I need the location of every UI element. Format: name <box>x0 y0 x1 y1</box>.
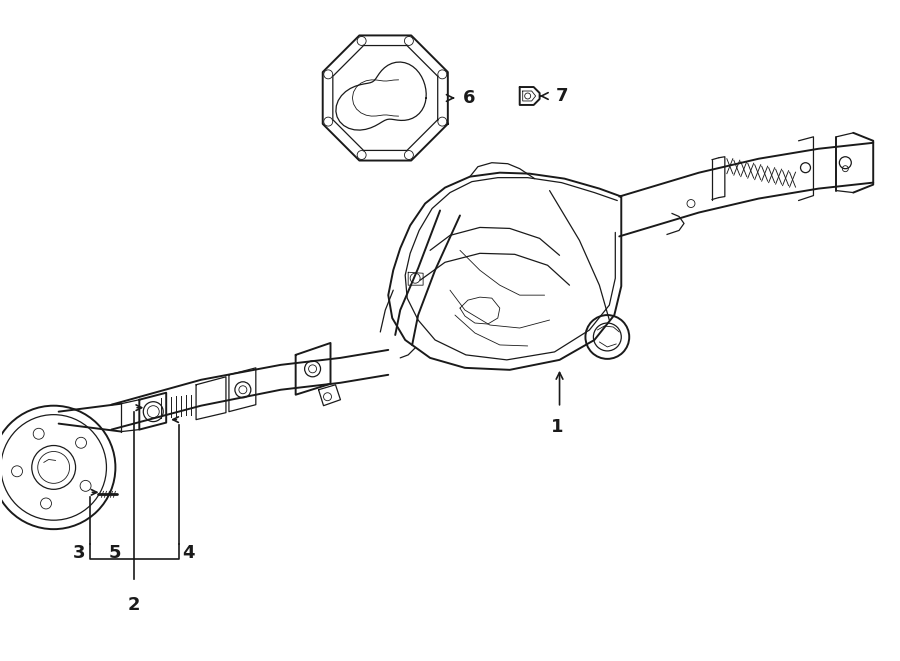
Text: 4: 4 <box>182 544 194 562</box>
Text: 2: 2 <box>128 596 140 614</box>
Text: 5: 5 <box>108 544 121 562</box>
Text: 6: 6 <box>463 89 475 107</box>
Text: 3: 3 <box>72 544 85 562</box>
Text: 7: 7 <box>555 87 568 105</box>
Text: 1: 1 <box>552 418 563 436</box>
